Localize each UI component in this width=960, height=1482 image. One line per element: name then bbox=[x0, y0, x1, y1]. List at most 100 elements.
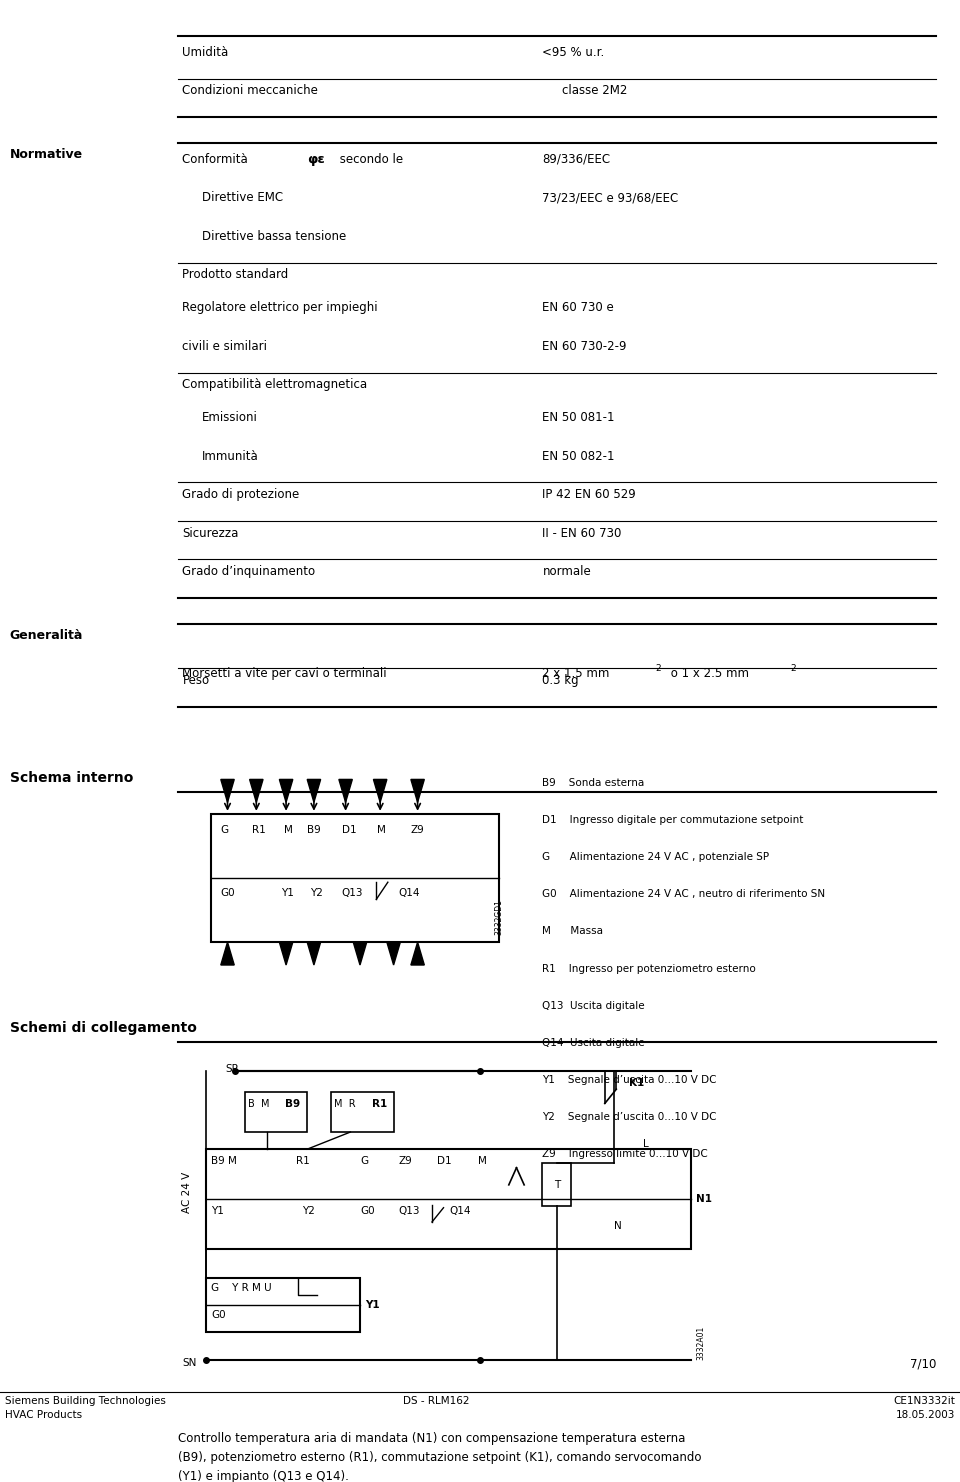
Text: Q14  Uscita digitale: Q14 Uscita digitale bbox=[542, 1037, 645, 1048]
Text: Y2: Y2 bbox=[310, 888, 323, 898]
Text: K1: K1 bbox=[629, 1077, 644, 1088]
Text: 3332A01: 3332A01 bbox=[696, 1326, 705, 1360]
Text: M: M bbox=[284, 825, 293, 834]
Text: Controllo temperatura aria di mandata (N1) con compensazione temperatura esterna: Controllo temperatura aria di mandata (N… bbox=[178, 1432, 701, 1482]
Text: 73/23/EEC e 93/68/EEC: 73/23/EEC e 93/68/EEC bbox=[542, 191, 679, 205]
Text: Z9: Z9 bbox=[398, 1156, 412, 1166]
Polygon shape bbox=[307, 780, 321, 802]
Text: Z9: Z9 bbox=[411, 825, 424, 834]
Text: 2: 2 bbox=[790, 664, 796, 673]
Text: SN: SN bbox=[182, 1358, 197, 1368]
Text: Prodotto standard: Prodotto standard bbox=[182, 268, 289, 282]
Polygon shape bbox=[339, 780, 352, 802]
Text: L: L bbox=[643, 1140, 649, 1149]
Text: G0: G0 bbox=[211, 1310, 226, 1320]
Text: Grado di protezione: Grado di protezione bbox=[182, 488, 300, 501]
Text: G: G bbox=[360, 1156, 368, 1166]
Polygon shape bbox=[279, 780, 293, 802]
Text: Conformità: Conformità bbox=[182, 153, 252, 166]
Text: G0: G0 bbox=[360, 1206, 374, 1217]
Text: EN 60 730 e: EN 60 730 e bbox=[542, 301, 614, 314]
Polygon shape bbox=[221, 943, 234, 965]
Polygon shape bbox=[250, 780, 263, 802]
Polygon shape bbox=[373, 780, 387, 802]
Text: Schema interno: Schema interno bbox=[10, 771, 133, 785]
Text: Direttive bassa tensione: Direttive bassa tensione bbox=[202, 230, 346, 243]
Text: B9: B9 bbox=[285, 1100, 300, 1109]
Text: R1: R1 bbox=[296, 1156, 309, 1166]
Text: G      Alimentazione 24 V AC , potenziale SP: G Alimentazione 24 V AC , potenziale SP bbox=[542, 852, 770, 863]
Text: 3332GD1: 3332GD1 bbox=[494, 900, 503, 935]
Text: Y1: Y1 bbox=[365, 1300, 379, 1310]
Text: Schemi di collegamento: Schemi di collegamento bbox=[10, 1021, 197, 1034]
Text: φε: φε bbox=[307, 153, 324, 166]
Text: o 1 x 2.5 mm: o 1 x 2.5 mm bbox=[667, 667, 749, 680]
Polygon shape bbox=[221, 780, 234, 802]
Text: Sicurezza: Sicurezza bbox=[182, 526, 239, 539]
Text: M      Massa: M Massa bbox=[542, 926, 604, 937]
Text: Peso: Peso bbox=[182, 674, 209, 686]
Text: Grado d’inquinamento: Grado d’inquinamento bbox=[182, 565, 316, 578]
Text: D1    Ingresso digitale per commutazione setpoint: D1 Ingresso digitale per commutazione se… bbox=[542, 815, 804, 825]
Polygon shape bbox=[387, 943, 400, 965]
Text: M  R: M R bbox=[334, 1100, 356, 1109]
Text: Compatibilità elettromagnetica: Compatibilità elettromagnetica bbox=[182, 378, 368, 391]
Text: II - EN 60 730: II - EN 60 730 bbox=[542, 526, 622, 539]
Text: Y1: Y1 bbox=[211, 1206, 224, 1217]
Text: DS - RLM162: DS - RLM162 bbox=[403, 1396, 469, 1406]
Text: 2: 2 bbox=[656, 664, 661, 673]
Polygon shape bbox=[353, 943, 367, 965]
Text: B9 M: B9 M bbox=[211, 1156, 237, 1166]
Bar bbox=[331, 1092, 394, 1132]
Text: N: N bbox=[614, 1221, 622, 1230]
Text: B  M: B M bbox=[248, 1100, 269, 1109]
Text: classe 2M2: classe 2M2 bbox=[562, 84, 627, 98]
Polygon shape bbox=[307, 943, 321, 965]
Text: Regolatore elettrico per impieghi: Regolatore elettrico per impieghi bbox=[182, 301, 378, 314]
Text: civili e similari: civili e similari bbox=[182, 339, 268, 353]
Text: M: M bbox=[377, 825, 386, 834]
Text: SP: SP bbox=[226, 1064, 238, 1073]
Text: B9    Sonda esterna: B9 Sonda esterna bbox=[542, 778, 645, 788]
Text: EN 50 081-1: EN 50 081-1 bbox=[542, 411, 615, 424]
Text: R1: R1 bbox=[252, 825, 266, 834]
Text: Z9    Ingresso limite 0...10 V DC: Z9 Ingresso limite 0...10 V DC bbox=[542, 1149, 708, 1159]
Text: IP 42 EN 60 529: IP 42 EN 60 529 bbox=[542, 488, 636, 501]
Bar bbox=[245, 1092, 307, 1132]
Text: secondo le: secondo le bbox=[336, 153, 403, 166]
Text: Q14: Q14 bbox=[449, 1206, 470, 1217]
Polygon shape bbox=[279, 943, 293, 965]
Text: N1: N1 bbox=[696, 1194, 712, 1205]
Text: CE1N3332it
18.05.2003: CE1N3332it 18.05.2003 bbox=[894, 1396, 955, 1420]
Text: Q13: Q13 bbox=[342, 888, 363, 898]
Bar bbox=[211, 814, 499, 943]
Polygon shape bbox=[411, 943, 424, 965]
Text: normale: normale bbox=[542, 565, 591, 578]
Text: Condizioni meccaniche: Condizioni meccaniche bbox=[182, 84, 319, 98]
Text: R1    Ingresso per potenziometro esterno: R1 Ingresso per potenziometro esterno bbox=[542, 963, 756, 974]
Polygon shape bbox=[411, 780, 424, 802]
Text: EN 60 730-2-9: EN 60 730-2-9 bbox=[542, 339, 627, 353]
Bar bbox=[206, 1277, 360, 1332]
Text: 0.3 kg: 0.3 kg bbox=[542, 674, 579, 686]
Text: Y2: Y2 bbox=[302, 1206, 315, 1217]
Text: Direttive EMC: Direttive EMC bbox=[202, 191, 283, 205]
Text: 89/336/EEC: 89/336/EEC bbox=[542, 153, 611, 166]
Text: D1: D1 bbox=[342, 825, 356, 834]
Text: 2 x 1.5 mm: 2 x 1.5 mm bbox=[542, 667, 610, 680]
Text: G: G bbox=[221, 825, 228, 834]
Text: AC 24 V: AC 24 V bbox=[182, 1171, 192, 1212]
Text: Q13  Uscita digitale: Q13 Uscita digitale bbox=[542, 1000, 645, 1011]
Text: Immunità: Immunità bbox=[202, 449, 258, 462]
Bar bbox=[206, 1149, 691, 1249]
Text: M: M bbox=[478, 1156, 487, 1166]
Text: R1: R1 bbox=[372, 1100, 387, 1109]
Text: Q14: Q14 bbox=[398, 888, 420, 898]
Text: G0    Alimentazione 24 V AC , neutro di riferimento SN: G0 Alimentazione 24 V AC , neutro di rif… bbox=[542, 889, 826, 900]
Text: D1: D1 bbox=[437, 1156, 451, 1166]
Text: Q13: Q13 bbox=[398, 1206, 420, 1217]
Text: T: T bbox=[554, 1180, 560, 1190]
Text: G    Y R M U: G Y R M U bbox=[211, 1283, 272, 1294]
Text: Morsetti a vite per cavi o terminali: Morsetti a vite per cavi o terminali bbox=[182, 667, 387, 680]
Text: <95 % u.r.: <95 % u.r. bbox=[542, 46, 605, 59]
